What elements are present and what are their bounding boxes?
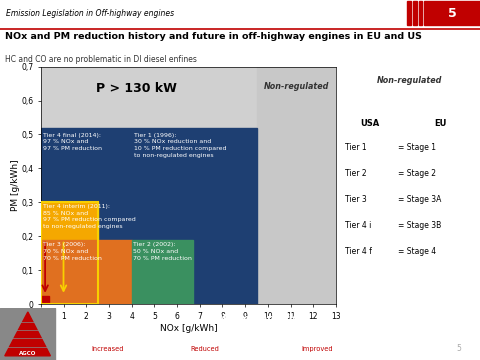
Bar [407,1,411,25]
Text: 5: 5 [456,344,461,353]
Bar [41,296,49,304]
Text: USA: USA [360,119,379,128]
Y-axis label: PM [g/kWh]: PM [g/kWh] [11,159,20,211]
Text: Improved: Improved [301,346,333,351]
Text: Tier 4 interim (2011):
85 % NOx and
97 % PM reduction compared
to non-regulated : Tier 4 interim (2011): 85 % NOx and 97 %… [43,204,135,229]
Polygon shape [5,312,50,356]
Text: Emission Legislation in Off-highway engines: Emission Legislation in Off-highway engi… [6,9,174,18]
Text: Tier 1 (1996):
30 % NOx reduction and
10 % PM reduction compared
to non-regulate: Tier 1 (1996): 30 % NOx reduction and 10… [134,133,227,158]
Text: Tier 4 final (2014):
97 % NOx and
97 % PM reduction: Tier 4 final (2014): 97 % NOx and 97 % P… [43,133,102,151]
Bar [41,202,97,304]
Text: Non-regulated: Non-regulated [264,82,329,91]
Text: 5: 5 [448,6,456,20]
Text: Reduced: Reduced [191,346,219,351]
Text: = Stage 1: = Stage 1 [398,143,436,152]
Text: Tier 2 (2002):
50 % NOx and
70 % PM reduction: Tier 2 (2002): 50 % NOx and 70 % PM redu… [133,242,192,261]
Text: Non-regulated: Non-regulated [376,76,442,85]
Text: Tier 4 f: Tier 4 f [346,247,372,256]
Text: Tier 1: Tier 1 [346,143,367,152]
Bar [41,202,97,304]
X-axis label: NOx [g/kWh]: NOx [g/kWh] [159,324,217,333]
Text: Fuel Economy: Fuel Economy [345,346,394,351]
Bar [41,128,256,304]
Text: = Stage 4: = Stage 4 [398,247,436,256]
Text: = Stage 3B: = Stage 3B [398,221,441,230]
Bar [424,1,480,25]
Bar [132,240,193,304]
Text: EU: EU [434,119,446,128]
Text: Tier 3 (2006):
70 % NOx and
70 % PM reduction: Tier 3 (2006): 70 % NOx and 70 % PM redu… [43,242,101,261]
Text: = Stage 3A: = Stage 3A [398,195,441,204]
Bar [41,240,132,304]
Text: Tier 2: Tier 2 [346,169,367,178]
Text: Power: Power [141,346,169,351]
Text: Increased: Increased [91,346,124,351]
Text: Tier 4 i: Tier 4 i [346,221,372,230]
Text: = Stage 2: = Stage 2 [398,169,436,178]
Text: Emissions: Emissions [229,346,271,351]
Text: NOx and PM reduction history and future in off-highway engines in EU and US: NOx and PM reduction history and future … [5,32,422,41]
Text: Tier 3: Tier 3 [346,195,367,204]
Bar [413,1,417,25]
Text: HC and CO are no problematic in DI diesel enfines: HC and CO are no problematic in DI diese… [5,55,197,63]
Text: P > 130 kW: P > 130 kW [96,82,177,95]
Text: AGCO: AGCO [19,351,36,356]
Bar [0,308,55,360]
Text: No Compromises: No Compromises [218,314,310,324]
Bar [419,1,422,25]
Bar [256,67,336,304]
